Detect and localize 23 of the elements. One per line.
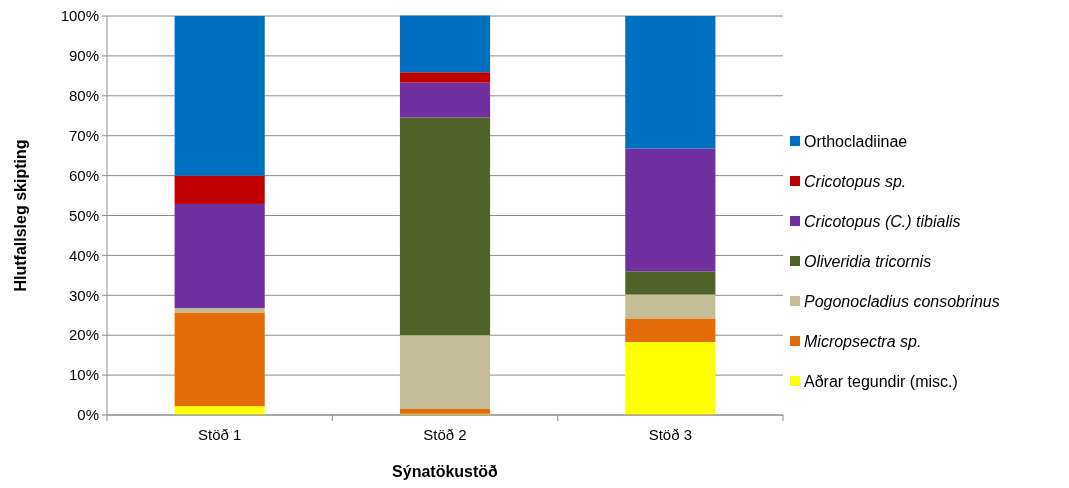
y-tick-label: 50% <box>68 206 99 224</box>
legend-label: Cricotopus sp. <box>804 172 907 190</box>
legend-label: Micropsectra sp. <box>804 332 922 350</box>
legend-label: Orthocladiinae <box>804 132 908 150</box>
y-tick-label: 90% <box>68 47 99 65</box>
x-tick-label: Stöð 1 <box>197 426 242 443</box>
legend-label: Oliveridia tricornis <box>804 252 932 270</box>
x-axis-title: Sýnatökustöð <box>392 463 499 480</box>
y-tick-label: 0% <box>77 406 99 424</box>
y-tick-label: 20% <box>68 326 99 344</box>
y-tick-label: 100% <box>60 7 99 25</box>
legend-label: Cricotopus (C.) tibialis <box>804 212 961 230</box>
y-axis-title: Hlutfallsleg skipting <box>12 139 29 292</box>
legend-label: Pogonocladius consobrinus <box>804 292 1000 310</box>
y-tick-label: 80% <box>68 87 99 105</box>
y-tick-label: 30% <box>68 286 99 304</box>
y-tick-label: 60% <box>68 166 99 184</box>
y-tick-label: 10% <box>68 366 99 384</box>
y-tick-label: 40% <box>68 246 99 264</box>
legend-label: Aðrar tegundir (misc.) <box>804 372 958 390</box>
y-tick-label: 70% <box>68 126 99 144</box>
x-tick-label: Stöð 2 <box>423 426 467 443</box>
x-tick-label: Stöð 3 <box>648 426 693 443</box>
